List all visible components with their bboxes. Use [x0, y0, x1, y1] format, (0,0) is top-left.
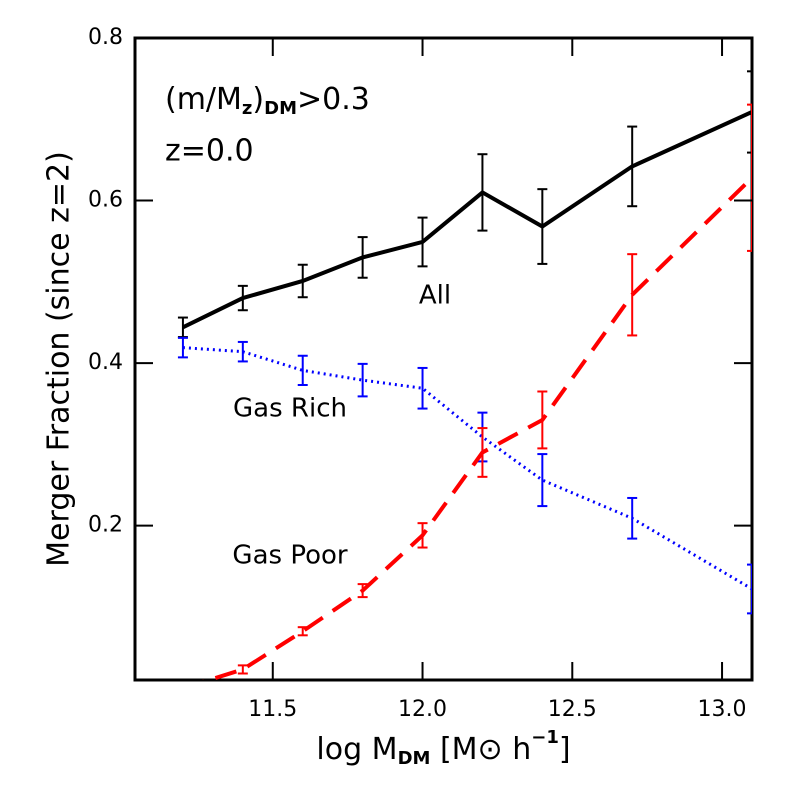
label-part: DM — [398, 748, 431, 769]
error-bar — [537, 188, 548, 265]
error-bar — [747, 70, 752, 154]
annotation: z=0.0 — [165, 134, 254, 169]
plot-area — [177, 70, 752, 692]
error-bar — [177, 336, 188, 359]
axis-label: log MDM [M⊙ h−1] — [316, 727, 570, 769]
error-bar — [237, 664, 248, 675]
x-tick-label: 12.5 — [548, 697, 597, 722]
error-bar — [417, 522, 428, 549]
error-bar — [747, 563, 752, 615]
series-label: Gas Rich — [233, 394, 347, 424]
error-bar — [178, 684, 188, 692]
error-bar — [297, 626, 308, 637]
x-tick-label: 12.0 — [398, 697, 447, 722]
label-part: ) — [252, 82, 264, 117]
y-tick-label: 0.8 — [88, 25, 123, 50]
error-bar — [747, 103, 752, 252]
y-tick-label: 0.2 — [88, 513, 123, 538]
error-bar — [297, 263, 308, 299]
y-axis-label: Merger Fraction (since z=2) — [42, 151, 77, 567]
label-part: log M — [316, 732, 397, 767]
error-bar — [237, 284, 248, 312]
error-bar — [417, 366, 428, 410]
series-label: Gas Poor — [232, 541, 347, 571]
label-part: ] — [559, 732, 571, 767]
label-part: h — [503, 732, 532, 767]
error-bar — [477, 427, 488, 478]
x-tick-label: 11.5 — [248, 697, 297, 722]
series-line — [202, 176, 752, 680]
error-bar — [627, 496, 638, 540]
label-part: ⊙ — [478, 732, 503, 767]
error-bar — [357, 362, 368, 398]
label-part: (m/M — [165, 82, 242, 117]
label-part: −1 — [531, 727, 559, 748]
axis-label: (m/Mz)DM>0.3 — [165, 82, 370, 120]
series-line — [182, 110, 752, 330]
error-bar — [237, 340, 248, 363]
error-bar — [537, 453, 548, 508]
error-bar — [477, 153, 488, 232]
error-bar — [297, 354, 308, 387]
y-tick-label: 0.4 — [88, 350, 123, 375]
error-bar — [627, 125, 638, 208]
plot-frame — [133, 36, 754, 682]
error-bar — [627, 253, 638, 337]
error-bar — [357, 583, 368, 599]
label-part: >0.3 — [297, 82, 370, 117]
y-tick-label: 0.6 — [88, 188, 123, 213]
error-bar — [537, 390, 548, 450]
x-tick-label: 13.0 — [698, 697, 747, 722]
error-bar — [417, 216, 428, 268]
label-part: [M — [430, 732, 477, 767]
series-label: All — [419, 281, 451, 311]
label-part: DM — [264, 98, 297, 119]
error-bar — [357, 236, 368, 279]
label-part: z — [242, 98, 252, 119]
